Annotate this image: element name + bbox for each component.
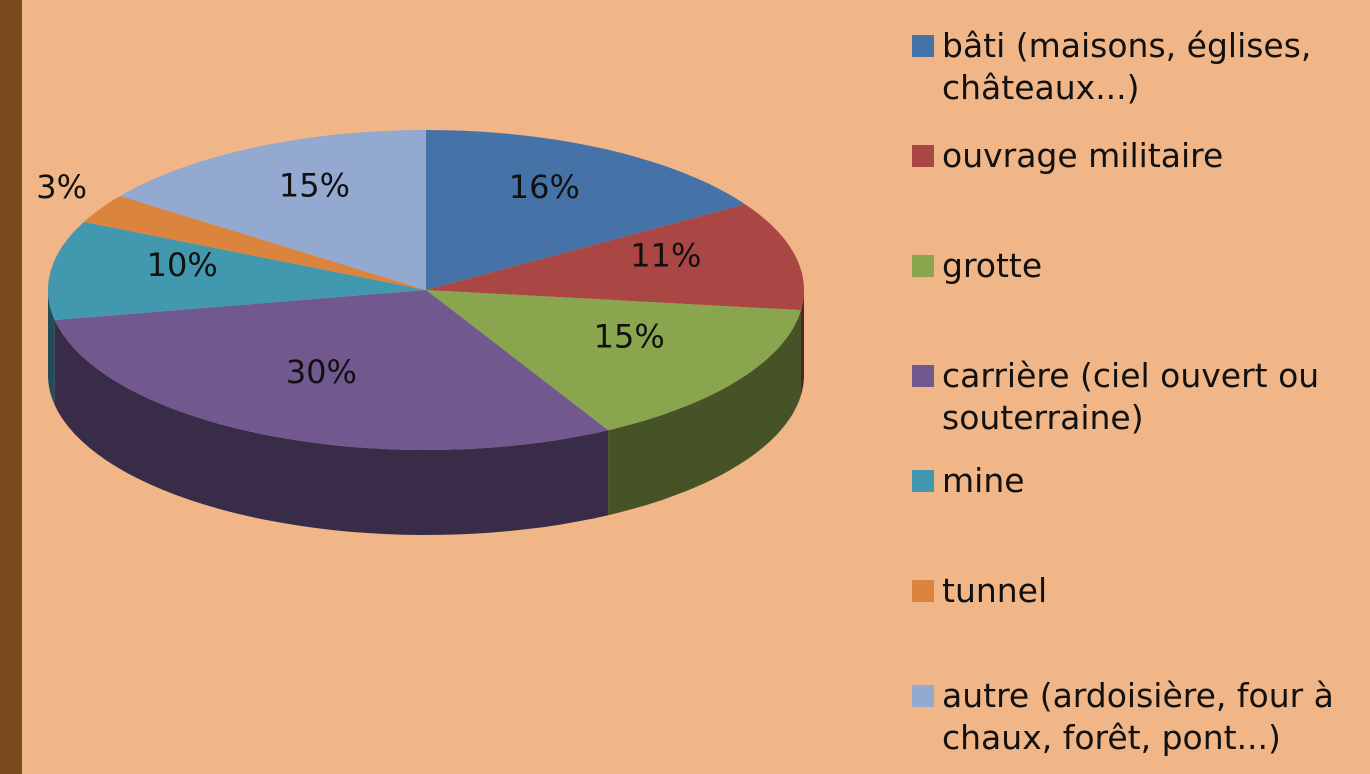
legend-swatch [912, 255, 934, 277]
slice [54, 290, 609, 450]
legend-swatch [912, 580, 934, 602]
legend-swatch [912, 145, 934, 167]
legend-label: carrière (ciel ouvert ou souterraine) [942, 356, 1320, 437]
legend-label: bâti (maisons, églises, châteaux...) [942, 26, 1312, 107]
legend-item: grotte [912, 245, 1362, 287]
slice [426, 290, 801, 431]
legend-label: autre (ardoisière, four à chaux, forêt, … [942, 676, 1334, 757]
legend-item: ouvrage militaire [912, 135, 1362, 177]
legend-label: tunnel [942, 571, 1048, 610]
slice-side [801, 290, 804, 396]
legend-item: autre (ardoisière, four à chaux, forêt, … [912, 675, 1362, 759]
slice [426, 204, 804, 311]
data-label: 15% [594, 317, 665, 355]
chart: 16% 11% 15% 30% 10% 3% 15% [36, 130, 804, 535]
data-label: 10% [147, 246, 218, 284]
legend-item: mine [912, 460, 1362, 502]
data-label: 15% [279, 166, 350, 204]
legend-swatch [912, 470, 934, 492]
legend-label: ouvrage militaire [942, 136, 1224, 175]
slice [120, 130, 426, 290]
slice [426, 130, 746, 290]
data-label: 11% [630, 236, 701, 274]
slice [48, 221, 426, 320]
data-label: 3% [36, 168, 87, 206]
side-strip [0, 0, 22, 774]
slice-side [48, 290, 55, 405]
legend-label: grotte [942, 246, 1043, 285]
legend-item: carrière (ciel ouvert ou souterraine) [912, 355, 1362, 439]
slice-side [608, 310, 802, 516]
legend-label: mine [942, 461, 1025, 500]
data-label: 30% [286, 353, 357, 391]
legend-item: bâti (maisons, églises, châteaux...) [912, 25, 1362, 109]
data-label: 16% [509, 168, 580, 206]
legend-item: tunnel [912, 570, 1362, 612]
legend-swatch [912, 35, 934, 57]
slice-side [54, 320, 609, 535]
legend-swatch [912, 685, 934, 707]
slice [84, 196, 426, 290]
legend-swatch [912, 365, 934, 387]
